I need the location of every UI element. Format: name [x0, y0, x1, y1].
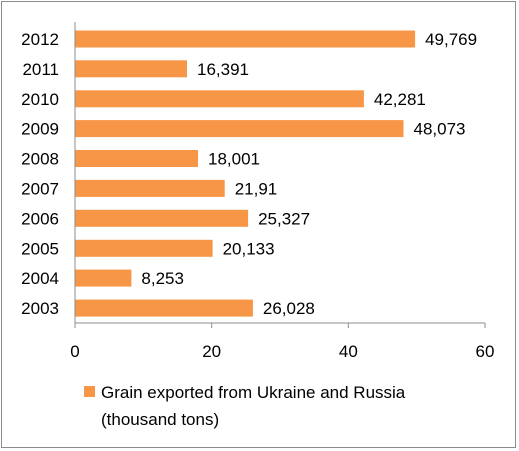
data-labels-group: 49,769 16,391 42,281 48,073 18,001 21,91 25,32… [141, 30, 477, 318]
bars-group [75, 30, 416, 317]
x-tick-label-60: 60 [476, 342, 495, 361]
data-label-2008: 18,001 [208, 150, 260, 169]
data-label-2006: 25,327 [258, 209, 310, 228]
category-label-2005: 2005 [21, 239, 59, 258]
category-label-2009: 2009 [21, 120, 59, 139]
data-label-2005: 20,133 [223, 239, 275, 258]
x-tick-label-0: 0 [70, 342, 79, 361]
bar-2009 [75, 120, 404, 138]
bar-2008 [75, 150, 198, 167]
bar-2006 [75, 209, 249, 227]
category-label-2006: 2006 [21, 209, 59, 228]
data-label-2007: 21,91 [235, 179, 278, 198]
category-label-2003: 2003 [21, 299, 59, 318]
data-label-2011: 16,391 [197, 60, 249, 79]
axes-group [74, 22, 485, 324]
legend-label-line-1: Grain exported from Ukraine and Russia [101, 383, 406, 402]
data-label-2012: 49,769 [425, 30, 477, 49]
data-label-2003: 26,028 [263, 299, 315, 318]
legend-label-line-2: (thousand tons) [101, 410, 219, 429]
bar-2011 [75, 60, 187, 78]
legend: Grain exported from Ukraine and Russia (… [84, 383, 406, 429]
bar-2007 [75, 179, 225, 197]
data-label-2004: 8,253 [141, 269, 184, 288]
x-ticks-group: 0 20 40 60 [70, 323, 494, 361]
legend-swatch [84, 386, 95, 397]
category-label-2004: 2004 [21, 269, 59, 288]
bar-2010 [75, 90, 364, 108]
category-labels-group: 2012 2011 2010 2009 2008 2007 2006 2005 2004 2003 [21, 30, 59, 318]
category-label-2012: 2012 [21, 30, 59, 49]
bar-2012 [75, 30, 416, 48]
bar-2003 [75, 299, 253, 317]
category-label-2008: 2008 [21, 150, 59, 169]
bar-2005 [75, 239, 213, 257]
category-label-2007: 2007 [21, 179, 59, 198]
category-label-2010: 2010 [21, 90, 59, 109]
x-tick-label-40: 40 [339, 342, 358, 361]
x-tick-label-20: 20 [202, 342, 221, 361]
category-label-2011: 2011 [22, 60, 59, 79]
data-label-2010: 42,281 [374, 90, 426, 109]
data-label-2009: 48,073 [414, 120, 466, 139]
bar-2004 [75, 269, 132, 287]
